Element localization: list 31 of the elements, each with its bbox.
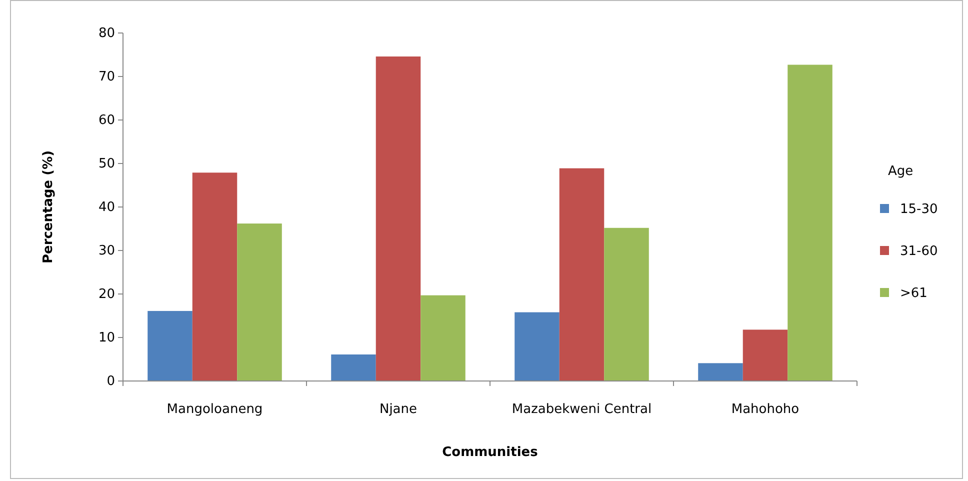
bar <box>559 168 604 381</box>
y-tick-label: 60 <box>98 113 115 128</box>
bar <box>788 64 832 381</box>
y-tick-label: 70 <box>98 70 115 85</box>
bar <box>376 56 421 381</box>
bar <box>331 354 376 381</box>
legend-label: >61 <box>900 286 928 301</box>
y-tick-label: 50 <box>98 156 115 172</box>
legend-title: Age <box>888 164 914 179</box>
x-axis-title: Communities <box>442 445 538 460</box>
x-tick-label: Mahohoho <box>731 402 800 417</box>
bar <box>237 224 282 381</box>
x-tick-label: Mazabekweni Central <box>512 402 652 417</box>
bar <box>148 310 192 381</box>
bar <box>742 330 788 381</box>
y-tick-label: 20 <box>98 287 115 302</box>
bar <box>698 363 743 381</box>
x-tick-label: Njane <box>379 402 418 417</box>
y-tick-label: 30 <box>98 244 115 259</box>
y-axis-title: Percentage (%) <box>41 150 56 264</box>
legend-label: 31-60 <box>900 244 938 259</box>
bar <box>514 312 560 381</box>
x-tick-label: Mangoloaneng <box>166 402 263 417</box>
bar <box>604 228 649 381</box>
y-tick-label: 10 <box>98 330 115 346</box>
y-tick-label: 0 <box>106 374 115 390</box>
y-tick-label: 80 <box>98 26 115 42</box>
bar <box>420 295 466 381</box>
legend-label: 15-30 <box>900 202 938 217</box>
y-tick-label: 40 <box>98 200 115 216</box>
bar <box>192 172 238 381</box>
